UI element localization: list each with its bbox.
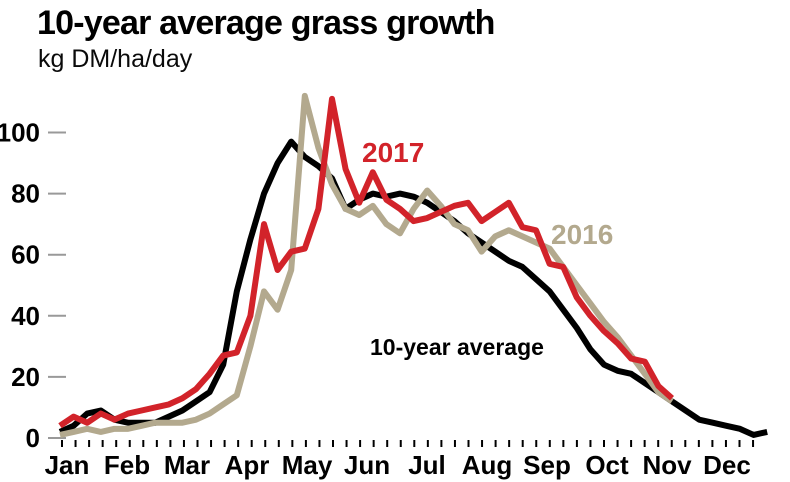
x-axis-month-label: Feb <box>104 450 150 480</box>
x-axis-month-label: Nov <box>642 450 692 480</box>
x-axis-month-label: Jan <box>45 450 90 480</box>
x-axis-month-label: Oct <box>585 450 629 480</box>
y-axis-tick-label: 60 <box>11 240 40 270</box>
y-axis-tick-label: 100 <box>0 118 40 148</box>
series-line-2017 <box>58 95 675 429</box>
y-axis-tick-label: 20 <box>11 362 40 392</box>
x-axis-month-label: Jul <box>408 450 446 480</box>
chart-units-subtitle: kg DM/ha/day <box>38 45 193 73</box>
x-axis-month-label: Jun <box>344 450 390 480</box>
x-axis-month-label: Apr <box>225 450 270 480</box>
series-label-10-year-average: 10-year average <box>370 334 544 360</box>
y-axis-tick-label: 0 <box>26 423 40 453</box>
series-label-2017: 2017 <box>362 137 425 168</box>
x-axis-month-label: May <box>282 450 333 480</box>
x-axis-month-label: Aug <box>462 450 513 480</box>
x-axis-month-label: Sep <box>523 450 571 480</box>
y-axis-tick-label: 80 <box>11 179 40 209</box>
series-line-10-year-average <box>58 138 768 438</box>
y-axis-tick-label: 40 <box>11 301 40 331</box>
x-axis-month-label: Mar <box>164 450 210 480</box>
x-axis-month-label: Dec <box>703 450 751 480</box>
chart-title: 10-year average grass growth <box>37 4 495 42</box>
series-label-2016: 2016 <box>551 219 614 250</box>
